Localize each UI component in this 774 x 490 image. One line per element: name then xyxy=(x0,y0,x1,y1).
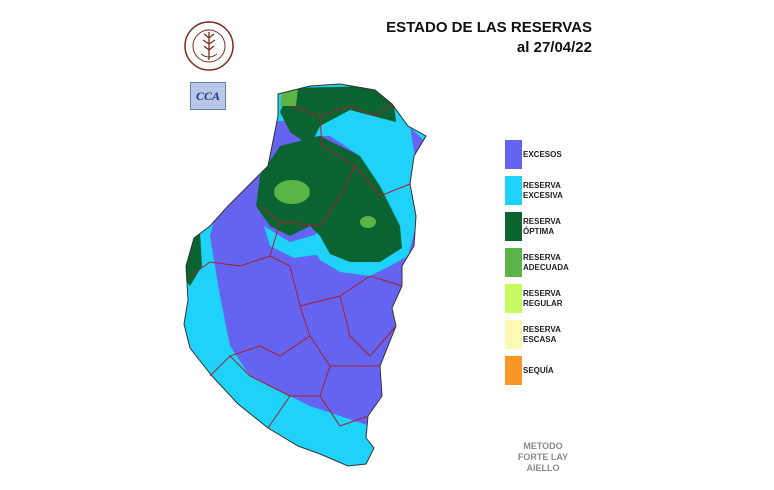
legend-swatch xyxy=(505,212,522,241)
cca-logo: CCA xyxy=(190,82,226,110)
legend-label: RESERVA ESCASA xyxy=(523,324,561,344)
legend-label: SEQUÍA xyxy=(523,365,554,375)
reserves-map xyxy=(183,83,427,467)
bolsa-cereales-seal-icon xyxy=(184,21,234,71)
legend-swatch xyxy=(505,248,522,277)
legend-label: RESERVA ÓPTIMA xyxy=(523,216,561,236)
legend-swatch xyxy=(505,356,522,385)
title-line-2: al 27/04/22 xyxy=(516,39,592,56)
title-line-1: ESTADO DE LAS RESERVAS xyxy=(386,19,592,36)
legend-item-excesos: EXCESOS xyxy=(505,140,645,169)
legend-item-reserva-optima: RESERVA ÓPTIMA xyxy=(505,212,645,241)
legend-item-reserva-escasa: RESERVA ESCASA xyxy=(505,320,645,349)
legend-swatch xyxy=(505,284,522,313)
legend-label: RESERVA ADECUADA xyxy=(523,252,569,272)
legend-item-reserva-adecuada: RESERVA ADECUADA xyxy=(505,248,645,277)
legend-label: RESERVA REGULAR xyxy=(523,288,563,308)
legend-item-sequia: SEQUÍA xyxy=(505,356,645,385)
method-note: METODO FORTE LAY AIELLO xyxy=(517,441,569,472)
legend-swatch xyxy=(505,140,522,169)
legend-label: RESERVA EXCESIVA xyxy=(523,180,563,200)
legend: EXCESOS RESERVA EXCESIVA RESERVA ÓPTIMA … xyxy=(505,140,645,392)
cca-logo-text: CCA xyxy=(195,88,220,103)
legend-swatch xyxy=(505,320,522,349)
legend-swatch xyxy=(505,176,522,205)
legend-label: EXCESOS xyxy=(523,149,562,159)
map-title: ESTADO DE LAS RESERVAS al 27/04/22 xyxy=(352,18,592,58)
legend-item-reserva-excesiva: RESERVA EXCESIVA xyxy=(505,176,645,205)
legend-item-reserva-regular: RESERVA REGULAR xyxy=(505,284,645,313)
